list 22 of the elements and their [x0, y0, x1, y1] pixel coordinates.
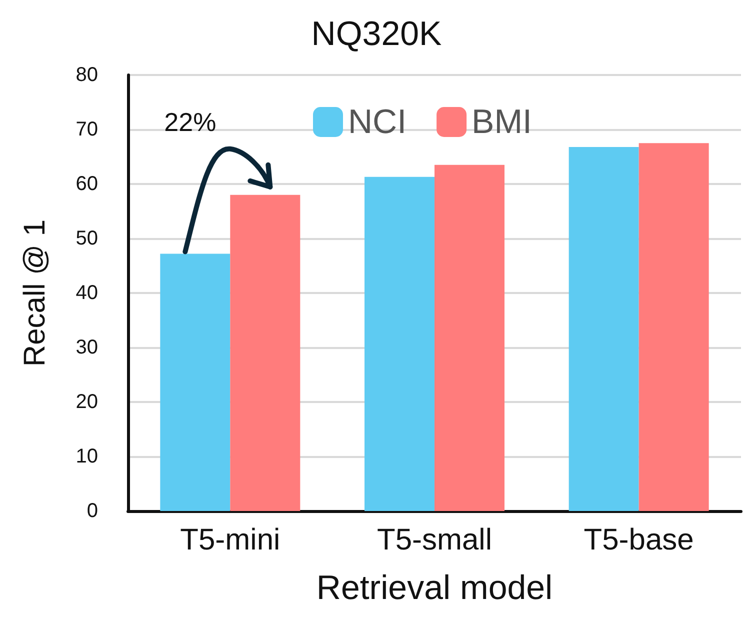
y-tick-label: 0 [86, 500, 98, 522]
bar [638, 143, 709, 511]
y-tick-label: 10 [76, 446, 98, 468]
chart-title: NQ320K [311, 15, 442, 53]
x-tick-label: T5-small [376, 524, 492, 556]
y-tick-label: 60 [76, 173, 98, 195]
x-tick-label: T5-mini [180, 524, 280, 556]
y-tick-label: 20 [76, 391, 98, 413]
y-tick-label: 40 [76, 282, 98, 304]
legend-label: BMI [472, 103, 532, 141]
y-axis-title: Recall @ 1 [18, 219, 52, 367]
x-axis-title: Retrieval model [316, 569, 553, 607]
y-tick-label: 50 [76, 228, 98, 250]
y-tick-label: 80 [76, 64, 98, 86]
x-tick-label: T5-base [584, 524, 694, 556]
annotation: 22% [164, 106, 216, 137]
bar [434, 164, 504, 511]
y-tick-label: 70 [76, 118, 98, 140]
bar [364, 176, 434, 511]
legend-label: NCI [348, 103, 407, 141]
y-tick-label: 30 [76, 336, 98, 358]
bar [568, 146, 639, 511]
